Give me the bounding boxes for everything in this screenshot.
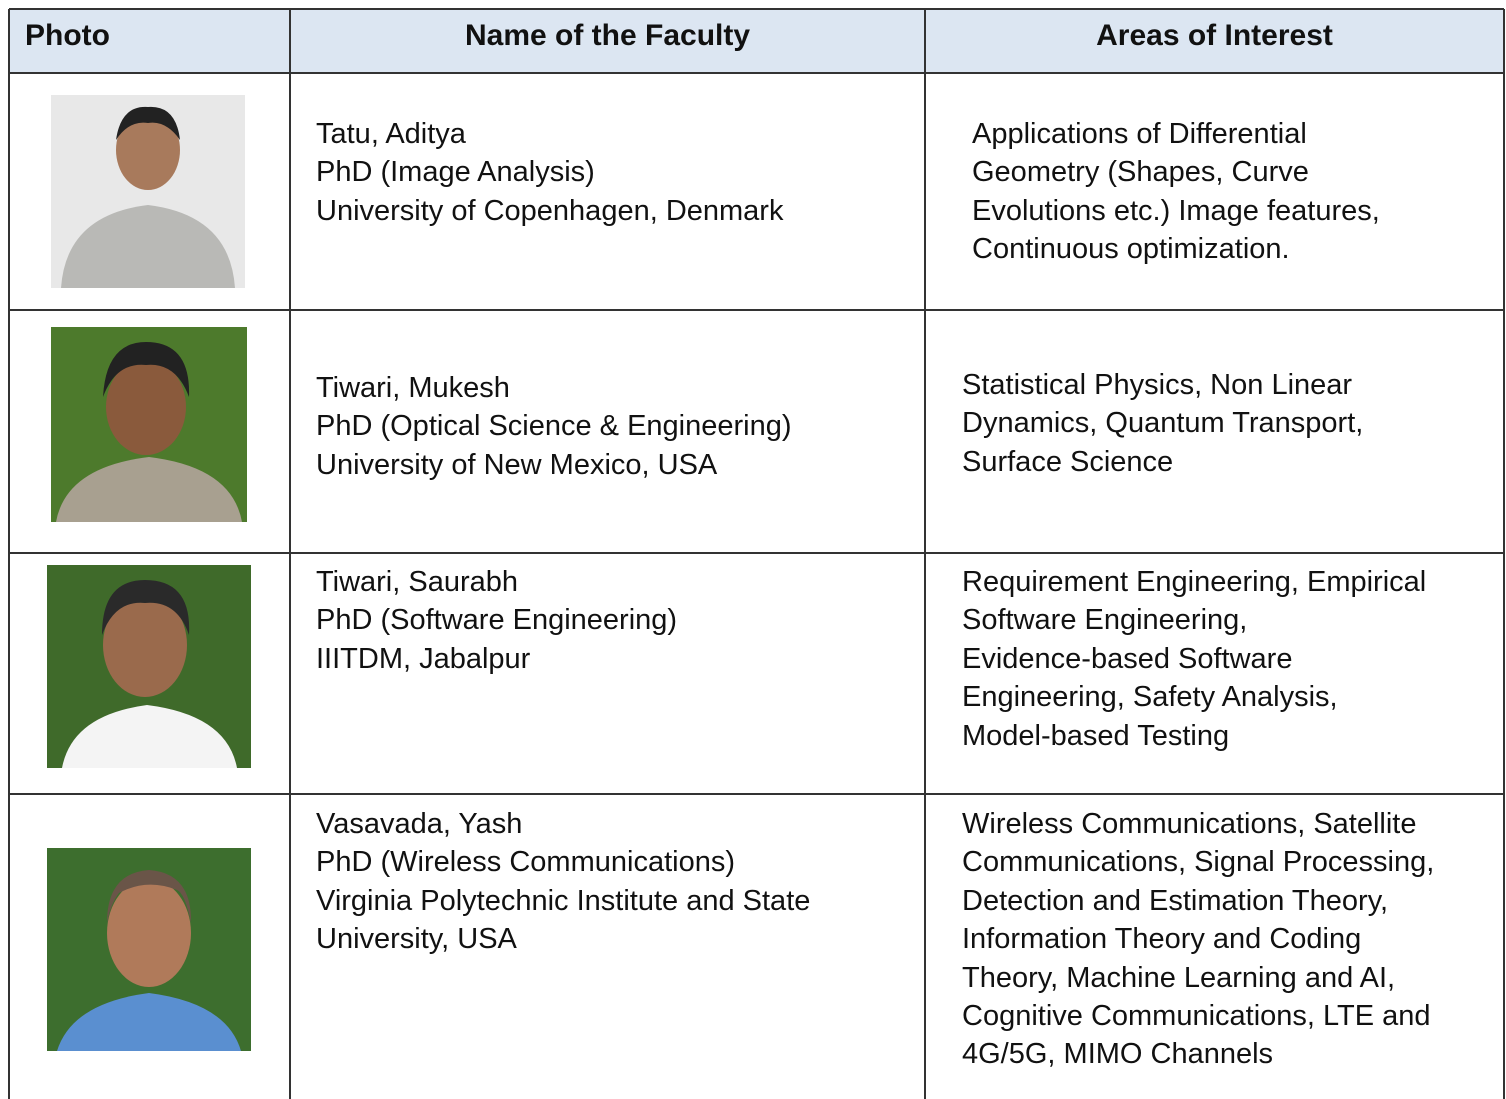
- area-line: Wireless Communications, Satellite: [962, 808, 1417, 840]
- area-line: Evolutions etc.) Image features,: [972, 194, 1380, 227]
- institution: Virginia Polytechnic Institute and State…: [316, 884, 811, 956]
- header-cell: Name of the Faculty: [464, 19, 751, 52]
- border: [9, 8, 1504, 10]
- area-line: Cognitive Communications, LTE and: [962, 1000, 1431, 1032]
- border: [9, 72, 1504, 74]
- area-line: Requirement Engineering, Empirical: [962, 566, 1427, 598]
- area-line: Dynamics, Quantum Transport,: [962, 407, 1364, 440]
- degree: PhD (Wireless Communications): [316, 846, 735, 879]
- faculty-name: Tatu, Aditya: [316, 118, 466, 150]
- area-line: Model-based Testing: [962, 719, 1230, 752]
- area-line: Surface Science: [962, 445, 1174, 478]
- area-line: Engineering, Safety Analysis,: [962, 681, 1338, 714]
- photo: [47, 565, 251, 768]
- area-line: Continuous optimization.: [972, 233, 1290, 266]
- border: [924, 9, 926, 1099]
- header-cell: Photo: [25, 19, 110, 52]
- border: [289, 9, 291, 1099]
- border: [8, 9, 10, 1099]
- border: [9, 309, 1504, 311]
- header-cell: Areas of Interest: [1096, 19, 1333, 52]
- photo: [51, 327, 247, 522]
- photo: [47, 848, 251, 1051]
- area-line: Evidence-based Software: [962, 642, 1293, 675]
- area-line: Theory, Machine Learning and AI,: [962, 961, 1396, 994]
- area-line: Communications, Signal Processing,: [962, 846, 1435, 879]
- border: [9, 552, 1504, 554]
- area-line: Statistical Physics, Non Linear: [962, 369, 1353, 401]
- border: [9, 793, 1504, 795]
- faculty-name: Tiwari, Saurabh: [316, 566, 519, 598]
- border: [1503, 9, 1505, 1099]
- institution: University of New Mexico, USA: [316, 448, 718, 481]
- area-line: Software Engineering,: [962, 604, 1248, 637]
- area-line: Detection and Estimation Theory,: [962, 884, 1389, 917]
- area-line: 4G/5G, MIMO Channels: [962, 1038, 1274, 1071]
- faculty-name: Vasavada, Yash: [316, 808, 523, 840]
- institution: University of Copenhagen, Denmark: [316, 194, 784, 227]
- degree: PhD (Software Engineering): [316, 604, 678, 637]
- area-line: Applications of Differential: [972, 118, 1307, 150]
- area-line: Information Theory and Coding: [962, 923, 1362, 956]
- area-line: Geometry (Shapes, Curve: [972, 156, 1309, 189]
- degree: PhD (Optical Science & Engineering): [316, 410, 792, 443]
- institution: IIITDM, Jabalpur: [316, 642, 531, 675]
- faculty-name: Tiwari, Mukesh: [316, 372, 510, 404]
- header-row: [9, 9, 1504, 73]
- photo: [51, 95, 245, 288]
- degree: PhD (Image Analysis): [316, 156, 595, 189]
